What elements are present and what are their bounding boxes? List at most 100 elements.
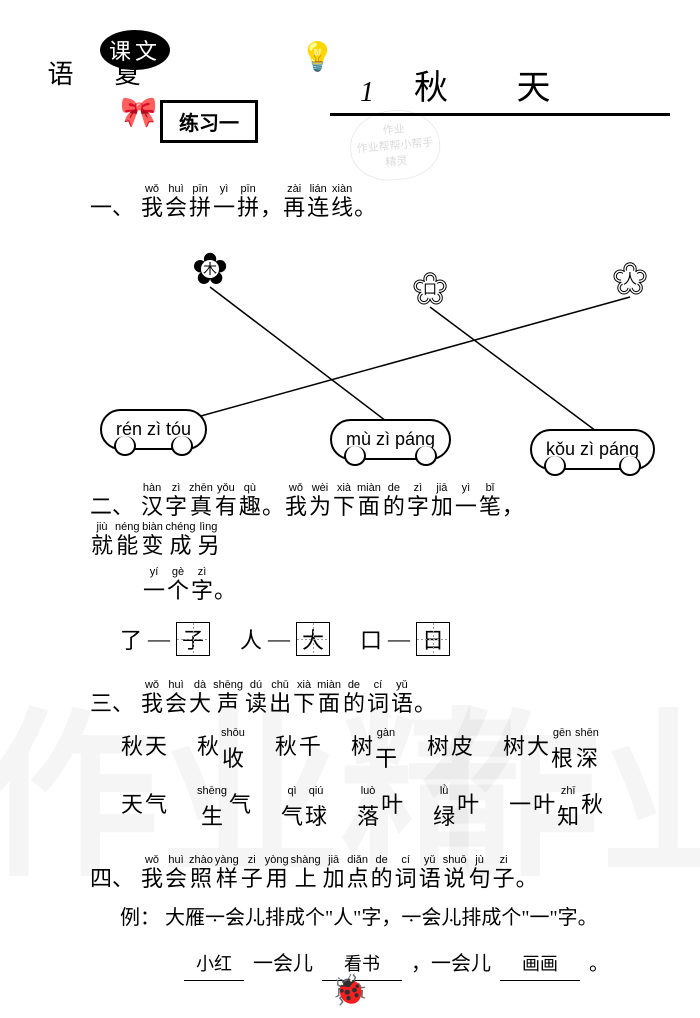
ruby-char: néng能 [115, 522, 139, 557]
ruby-char: zhào照 [189, 855, 213, 890]
word-row-1: 秋天秋shōu收秋千树gàn干树皮树大gēn根shēn深 [120, 727, 640, 773]
ruby-char: chéng成 [166, 522, 196, 557]
ruby-char: 天 [145, 727, 167, 773]
char-pair: 口—日 [360, 622, 450, 656]
fill-mid: 一会儿 [253, 953, 313, 975]
ruby-char: qiú球 [305, 785, 327, 831]
grid-box: 子 [176, 622, 210, 656]
char-pair: 人—大 [240, 622, 330, 656]
ruby-char: shàng上 [291, 855, 321, 890]
ruby-char: wǒ我 [141, 184, 163, 219]
ruby-char: luò落 [357, 785, 379, 831]
ruby-char: biàn变 [142, 522, 164, 557]
fill-end: 。 [589, 953, 609, 975]
ruby-char: zì字 [407, 483, 429, 518]
ruby-char: 秋 [121, 727, 143, 773]
ruby-char: yí一 [143, 567, 165, 602]
ruby-char: xiàn线 [331, 184, 353, 219]
grid-box: 大 [296, 622, 330, 656]
sec1-num: 一、 [90, 197, 134, 219]
ruby-char: lǜ绿 [433, 785, 455, 831]
word: 树gàn干 [350, 727, 398, 773]
ruby-char: pīn拼 [237, 184, 259, 219]
word: 秋千 [274, 727, 322, 773]
word: 天气 [120, 785, 168, 831]
flower-node: 人 [610, 259, 650, 299]
ruby-char: 秋 [197, 727, 219, 773]
ruby-char: jù句 [469, 855, 491, 890]
fill-line: 小红 一会儿 看书 ，一会儿 画画 。 [180, 946, 640, 982]
ruby-char: yǒu有 [215, 483, 237, 518]
ruby-char: yǔ语 [391, 680, 413, 715]
cartoon-icon: 🎀 [120, 95, 157, 130]
word: luò落叶 [356, 785, 404, 831]
ruby-char: gàn干 [375, 727, 397, 773]
ruby-char: 一 [509, 785, 531, 831]
ruby-char: de的 [343, 680, 365, 715]
ruby-char: diǎn点 [347, 855, 369, 890]
sec4-num: 四、 [90, 868, 134, 890]
blank-name: 小红 [184, 948, 244, 981]
ruby-char: 叶 [381, 785, 403, 831]
ruby-char: gēn根 [551, 727, 573, 773]
ruby-char: wǒ我 [285, 483, 307, 518]
ruby-char: xià下 [293, 680, 315, 715]
ruby-char: de的 [371, 855, 393, 890]
ruby-char: dú读 [245, 680, 267, 715]
punct: 。 [214, 580, 236, 602]
word: 一叶zhī知秋 [508, 785, 604, 831]
ruby-char: cí词 [395, 855, 417, 890]
ruby-char: zài再 [283, 184, 305, 219]
word: lǜ绿叶 [432, 785, 480, 831]
ruby-char: bǐ笔 [479, 483, 501, 518]
ruby-char: 天 [121, 785, 143, 831]
stamp-bot: 精灵 [385, 152, 408, 170]
ruby-char: 秋 [275, 727, 297, 773]
word: qì气qiú球 [280, 785, 328, 831]
ruby-char: lián连 [307, 184, 329, 219]
ruby-char: 秋 [581, 785, 603, 831]
example-line: 例： 大雁一会儿排成个"人"字，一会儿排成个"一"字。 [120, 900, 640, 936]
punct: 。 [516, 868, 538, 890]
ruby-char: cí词 [367, 680, 389, 715]
ruby-char: jiā加 [431, 483, 453, 518]
ruby-char: dà大 [189, 680, 211, 715]
word: 树大gēn根shēn深 [502, 727, 600, 773]
punct: 。 [414, 693, 436, 715]
ruby-char: shōu收 [221, 727, 245, 773]
ruby-char: 树 [427, 727, 449, 773]
ruby-char: chū出 [269, 680, 291, 715]
char-pair: 了—子 [120, 622, 210, 656]
punct: ， [260, 197, 282, 219]
word-row-2: 天气shēng生气qì气qiú球luò落叶lǜ绿叶一叶zhī知秋 [120, 785, 640, 831]
ruby-char: yì一 [455, 483, 477, 518]
ruby-char: zi子 [493, 855, 515, 890]
ruby-char: 皮 [451, 727, 473, 773]
ruby-char: zi子 [241, 855, 263, 890]
word: 秋shōu收 [196, 727, 246, 773]
ruby-char: zhēn真 [189, 483, 213, 518]
ruby-char: 叶 [457, 785, 479, 831]
ruby-char: 大 [527, 727, 549, 773]
word: 树皮 [426, 727, 474, 773]
blank-ans2: 画画 [500, 948, 580, 981]
word: shēng生气 [196, 785, 252, 831]
sec2-num: 二、 [90, 496, 134, 518]
section-1: 一、 wǒ我huì会pīn拼yì一pīn拼 ， zài再lián连xiàn线 。 [90, 180, 640, 219]
cloud-label: kǒu zì páng [530, 429, 655, 470]
ruby-char: wǒ我 [141, 680, 163, 715]
ruby-char: huì会 [165, 855, 187, 890]
punct: ， [502, 496, 524, 518]
ruby-char: shēng生 [197, 785, 227, 831]
ruby-char: de的 [383, 483, 405, 518]
ruby-char: zhī知 [557, 785, 579, 831]
lesson-title: 秋 天 [414, 60, 581, 109]
char-pairs-row: 了—子人—大口—日 [120, 622, 640, 656]
ruby-char: hàn汉 [141, 483, 163, 518]
ruby-char: shēng声 [213, 680, 243, 715]
section-2: 二、 hàn汉zì字zhēn真yǒu有qù趣 。 wǒ我wèi为xià下miàn… [90, 479, 640, 656]
ruby-char: 千 [299, 727, 321, 773]
ruby-char: shēn深 [575, 727, 599, 773]
ruby-char: yì一 [213, 184, 235, 219]
ruby-char: huì会 [165, 680, 187, 715]
